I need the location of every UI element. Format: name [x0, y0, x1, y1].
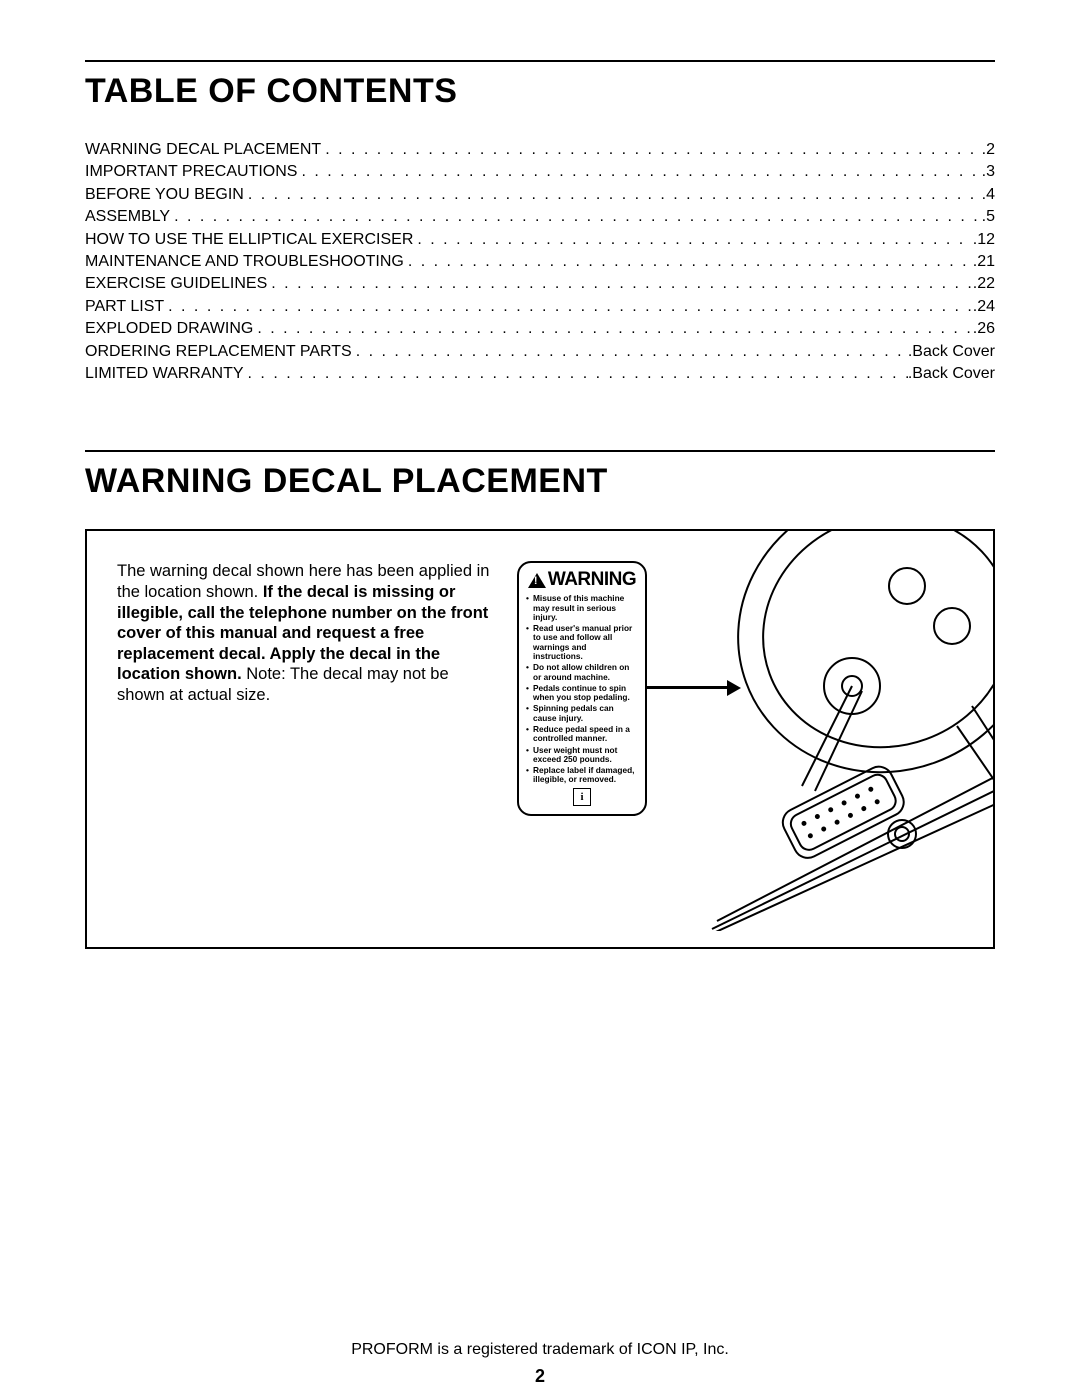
warning-bullet: Read user's manual prior to use and foll…: [526, 624, 638, 661]
warning-decal-label: WARNING Misuse of this machine may resul…: [517, 561, 647, 815]
toc-row: WARNING DECAL PLACEMENT . . . . . . . . …: [85, 139, 995, 161]
toc-label: MAINTENANCE AND TROUBLESHOOTING: [85, 251, 404, 273]
toc-row: HOW TO USE THE ELLIPTICAL EXERCISER . . …: [85, 229, 995, 251]
toc-leader-dots: . . . . . . . . . . . . . . . . . . . . …: [321, 139, 981, 161]
toc-label: LIMITED WARRANTY: [85, 363, 244, 385]
toc-leader-dots: . . . . . . . . . . . . . . . . . . . . …: [413, 229, 972, 251]
table-of-contents: WARNING DECAL PLACEMENT . . . . . . . . …: [85, 139, 995, 385]
warning-bullet: User weight must not exceed 250 pounds.: [526, 746, 638, 765]
toc-leader-dots: . . . . . . . . . . . . . . . . . . . . …: [352, 341, 908, 363]
toc-page: .21: [973, 251, 995, 273]
warning-bullet: Reduce pedal speed in a controlled manne…: [526, 725, 638, 744]
manual-book-icon: i: [573, 788, 591, 806]
warning-bullet: Do not allow children on or around machi…: [526, 663, 638, 682]
toc-label: ASSEMBLY: [85, 206, 170, 228]
warning-bullet: Replace label if damaged, illegible, or …: [526, 766, 638, 785]
decal-heading: WARNING DECAL PLACEMENT: [85, 462, 995, 501]
toc-row: ASSEMBLY . . . . . . . . . . . . . . . .…: [85, 206, 995, 228]
toc-label: ORDERING REPLACEMENT PARTS: [85, 341, 352, 363]
toc-leader-dots: . . . . . . . . . . . . . . . . . . . . …: [253, 318, 972, 340]
toc-page: .22: [973, 273, 995, 295]
toc-leader-dots: . . . . . . . . . . . . . . . . . . . . …: [170, 206, 982, 228]
toc-page: .Back Cover: [908, 363, 995, 385]
warning-bullet: Pedals continue to spin when you stop pe…: [526, 684, 638, 703]
warning-bullet: Misuse of this machine may result in ser…: [526, 594, 638, 622]
warning-bullet: Spinning pedals can cause injury.: [526, 704, 638, 723]
toc-row: LIMITED WARRANTY . . . . . . . . . . . .…: [85, 363, 995, 385]
toc-row: PART LIST . . . . . . . . . . . . . . . …: [85, 296, 995, 318]
toc-page: .2: [982, 139, 995, 161]
placement-text: The warning decal shown here has been ap…: [117, 561, 497, 927]
toc-label: WARNING DECAL PLACEMENT: [85, 139, 321, 161]
toc-leader-dots: . . . . . . . . . . . . . . . . . . . . …: [244, 363, 908, 385]
toc-page: .12: [973, 229, 995, 251]
placement-figure-box: The warning decal shown here has been ap…: [85, 529, 995, 949]
toc-label: EXPLODED DRAWING: [85, 318, 253, 340]
toc-row: EXERCISE GUIDELINES . . . . . . . . . . …: [85, 273, 995, 295]
toc-label: EXERCISE GUIDELINES: [85, 273, 267, 295]
toc-row: MAINTENANCE AND TROUBLESHOOTING . . . . …: [85, 251, 995, 273]
toc-page: .Back Cover: [908, 341, 995, 363]
pointer-arrow-line: [645, 686, 730, 689]
toc-leader-dots: . . . . . . . . . . . . . . . . . . . . …: [404, 251, 973, 273]
warning-bullet-list: Misuse of this machine may result in ser…: [526, 594, 638, 784]
toc-label: HOW TO USE THE ELLIPTICAL EXERCISER: [85, 229, 413, 251]
decal-illustration-area: WARNING Misuse of this machine may resul…: [517, 561, 963, 927]
page-number: 2: [0, 1366, 1080, 1387]
toc-page: .24: [973, 296, 995, 318]
toc-leader-dots: . . . . . . . . . . . . . . . . . . . . …: [267, 273, 972, 295]
toc-heading: TABLE OF CONTENTS: [85, 72, 995, 111]
toc-leader-dots: . . . . . . . . . . . . . . . . . . . . …: [164, 296, 973, 318]
toc-label: BEFORE YOU BEGIN: [85, 184, 244, 206]
toc-leader-dots: . . . . . . . . . . . . . . . . . . . . …: [244, 184, 982, 206]
toc-row: IMPORTANT PRECAUTIONS . . . . . . . . . …: [85, 161, 995, 183]
toc-page: .4: [982, 184, 995, 206]
warning-triangle-icon: [528, 573, 546, 588]
toc-page: .26: [973, 318, 995, 340]
toc-row: BEFORE YOU BEGIN . . . . . . . . . . . .…: [85, 184, 995, 206]
toc-row: ORDERING REPLACEMENT PARTS . . . . . . .…: [85, 341, 995, 363]
toc-page: .3: [982, 161, 995, 183]
trademark-footer: PROFORM is a registered trademark of ICO…: [0, 1341, 1080, 1359]
toc-label: PART LIST: [85, 296, 164, 318]
toc-page: .5: [982, 206, 995, 228]
toc-label: IMPORTANT PRECAUTIONS: [85, 161, 297, 183]
toc-row: EXPLODED DRAWING . . . . . . . . . . . .…: [85, 318, 995, 340]
elliptical-machine-drawing: [637, 531, 995, 931]
toc-leader-dots: . . . . . . . . . . . . . . . . . . . . …: [297, 161, 981, 183]
warning-word: WARNING: [548, 569, 636, 591]
pointer-arrow-head-icon: [727, 680, 741, 696]
